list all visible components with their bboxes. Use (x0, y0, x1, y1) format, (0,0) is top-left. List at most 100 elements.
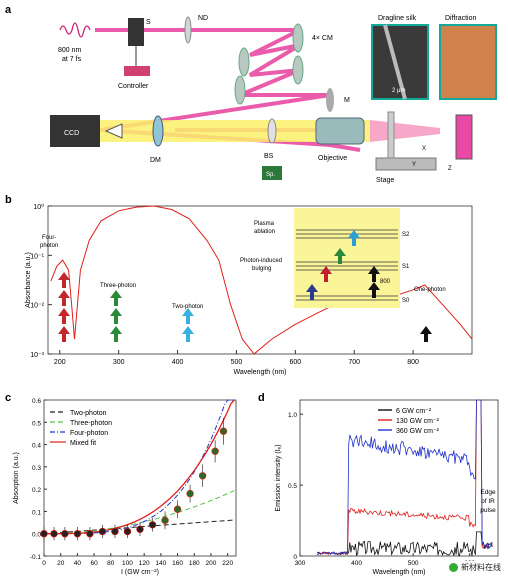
plot-frame (299, 399, 499, 557)
diagram-arrow (368, 282, 380, 298)
watermark-text: 新材料在线 (461, 563, 501, 572)
x-axis-label: I (GW cm⁻²) (121, 569, 159, 576)
dragline-label: Dragline silk (378, 15, 417, 22)
wechat-icon (449, 563, 458, 572)
x-tick-label: 200 (54, 359, 66, 366)
annotation-text: pulse (480, 507, 496, 514)
two-photon-arrow (182, 326, 194, 342)
plasma-label-1: Plasma (254, 221, 275, 227)
y-tick-label: 10⁻² (30, 303, 44, 310)
emission-line (316, 399, 493, 556)
x-tick-label: 120 (139, 560, 150, 567)
data-point (198, 472, 207, 480)
y-tick-label: 10⁰ (33, 203, 44, 211)
legend-entry: Mixed fit (70, 440, 96, 447)
arrow-left-icon (104, 123, 123, 139)
y-tick-label: 0.5 (32, 420, 41, 427)
annotation-text: of IR (481, 498, 495, 505)
cm-label: 4× CM (312, 35, 333, 42)
data-point (98, 527, 107, 536)
x-axis-label: X (422, 146, 426, 152)
y-tick-label: 10⁻¹ (30, 253, 44, 260)
x-tick-label: 500 (231, 359, 243, 366)
three-photon-arrow (110, 326, 122, 342)
panel-c-label: c (5, 392, 11, 404)
controller-label: Controller (118, 83, 149, 90)
three-photon-arrow (110, 308, 122, 324)
annotation-text: Edge (480, 489, 496, 496)
z-axis-label: Z (448, 166, 452, 172)
two-photon-label: Two-photon (172, 304, 203, 310)
s2-label: S2 (402, 232, 410, 238)
bs-label: BS (264, 153, 274, 160)
diagram-arrow (348, 230, 360, 246)
s-label: S (146, 19, 151, 26)
x-tick-label: 400 (172, 359, 184, 366)
s1-label: S1 (402, 264, 410, 270)
spectrometer-icon (262, 166, 282, 180)
x-tick-label: 180 (189, 560, 200, 567)
objective-icon (315, 117, 365, 145)
x-tick-label: 800 (407, 359, 419, 366)
y-axis-label: Absorbance (a.u.) (25, 252, 32, 308)
data-point (219, 427, 228, 435)
emission-beam (70, 120, 370, 142)
legend-entry: 360 GW cm⁻² (396, 428, 440, 435)
bs-icon (267, 118, 277, 144)
panel-b-label: b (5, 194, 12, 206)
three-photon-label: Three-photon (100, 283, 136, 289)
y-tick-label: 0.6 (32, 398, 41, 405)
data-point (86, 530, 94, 538)
x-tick-label: 300 (113, 359, 125, 366)
x-tick-label: 40 (74, 560, 82, 567)
legend-entry: Two-photon (70, 410, 107, 417)
screen-icon (455, 114, 473, 160)
y-axis-label: Emission intensity (Iₑ) (275, 444, 282, 511)
sp-label: Sp. (266, 172, 275, 178)
diffraction-label: Diffraction (445, 15, 476, 22)
x-axis-label: Wavelength (nm) (233, 369, 286, 376)
legend-entry: Three-photon (70, 420, 112, 427)
four-photon-arrow (58, 326, 70, 342)
y-axis-label: Y (412, 162, 416, 168)
bulging-label-1: Photon-induced (240, 258, 282, 264)
ccd-icon (50, 115, 100, 147)
data-point (136, 525, 144, 533)
diagram-arrow (320, 266, 332, 282)
x-tick-label: 140 (155, 560, 166, 567)
diagram-arrow (306, 284, 318, 300)
diffraction-image (439, 24, 497, 100)
four-photon-label-2: photon (40, 243, 58, 249)
y-tick-label: 0.3 (32, 465, 41, 472)
controller-icon (124, 66, 150, 76)
y-tick-label: 0.5 (288, 483, 297, 490)
four-photon-arrow (58, 308, 70, 324)
plot-frame (43, 399, 237, 557)
x-tick-label: 400 (351, 560, 362, 567)
x-tick-label: 20 (57, 560, 65, 567)
x-tick-label: 80 (107, 560, 115, 567)
scalebar-label: 2 µm (392, 88, 405, 94)
objective-label: Objective (318, 155, 347, 162)
y-tick-label: 0.1 (32, 509, 41, 516)
stage-icon (375, 157, 437, 171)
laser-label-2: at 7 fs (62, 56, 82, 63)
y-axis-label: Absorption (a.u.) (13, 452, 20, 504)
x-tick-label: 0 (42, 560, 46, 567)
diagram-arrow (368, 266, 380, 282)
one-photon-arrow (420, 326, 432, 342)
pulse-icon (59, 22, 91, 38)
data-point (61, 530, 69, 538)
one-photon-label: One-photon (414, 287, 446, 293)
energy-levels (296, 229, 398, 301)
nd-label: ND (198, 15, 208, 22)
data-point (123, 527, 132, 536)
four-photon-label-1: Four- (42, 235, 56, 241)
data-point (148, 521, 157, 529)
data-point (173, 505, 182, 513)
x-tick-label: 300 (295, 560, 306, 567)
y-tick-label: 1.0 (288, 412, 297, 419)
y-tick-label: 0.4 (32, 443, 41, 450)
plasma-label-2: ablation (254, 229, 275, 235)
absorbance-chart: 10⁰ 10⁻¹ 10⁻² 10⁻³ 200 300 400 500 600 700 800 Wave… (25, 203, 473, 376)
